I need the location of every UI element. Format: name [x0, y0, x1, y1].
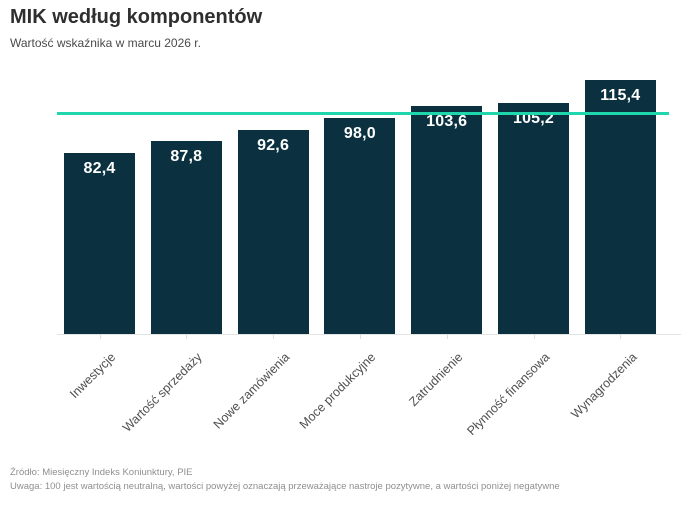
category-label: Zatrudnienie — [406, 350, 466, 410]
x-axis-line — [57, 334, 681, 335]
neutral-reference-line — [57, 112, 669, 115]
category-label: Inwestycje — [67, 350, 119, 402]
category-label: Moce produkcyjne — [297, 350, 379, 432]
chart-title: MIK według komponentów — [10, 6, 263, 28]
x-axis-tick — [620, 334, 622, 339]
bar: 92,6 — [237, 130, 309, 334]
methodology-note: Uwaga: 100 jest wartością neutralną, war… — [10, 481, 560, 492]
category-label: Wartość sprzedaży — [120, 350, 206, 435]
chart-footer: Źródło: Miesięczny Indeks Koniunktury, P… — [10, 466, 560, 494]
category-label: Płynność finansowa — [464, 350, 553, 439]
source-note: Źródło: Miesięczny Indeks Koniunktury, P… — [10, 467, 193, 478]
x-axis-tick — [273, 334, 275, 339]
bar: 103,6 — [411, 106, 483, 334]
bar: 87,8 — [150, 140, 222, 334]
bar-value-label: 82,4 — [83, 159, 116, 177]
category-label: Nowe zamówienia — [210, 350, 293, 432]
bar-value-label: 98,0 — [343, 125, 376, 143]
x-axis-tick — [446, 334, 448, 339]
bar: 98,0 — [324, 118, 396, 334]
plot-area: 82,4 Inwestycje 87,8 Wartość sprzedaży 92,6 N… — [57, 80, 681, 439]
bar-value-label: 103,6 — [426, 113, 468, 131]
bar: 82,4 — [64, 152, 135, 334]
x-axis-tick — [186, 334, 188, 339]
category-label: Wynagrodzenia — [567, 350, 640, 422]
x-axis-tick — [533, 334, 535, 339]
bar: 115,4 — [584, 80, 656, 334]
bar-value-label: 92,6 — [257, 137, 290, 155]
chart-subtitle: Wartość wskaźnika w marcu 2026 r. — [10, 36, 201, 50]
x-axis-tick — [99, 334, 101, 339]
bar-value-label: 87,8 — [170, 147, 203, 165]
bar-value-label: 115,4 — [600, 87, 641, 105]
x-axis-tick — [359, 334, 361, 339]
bar: 105,2 — [498, 102, 569, 334]
